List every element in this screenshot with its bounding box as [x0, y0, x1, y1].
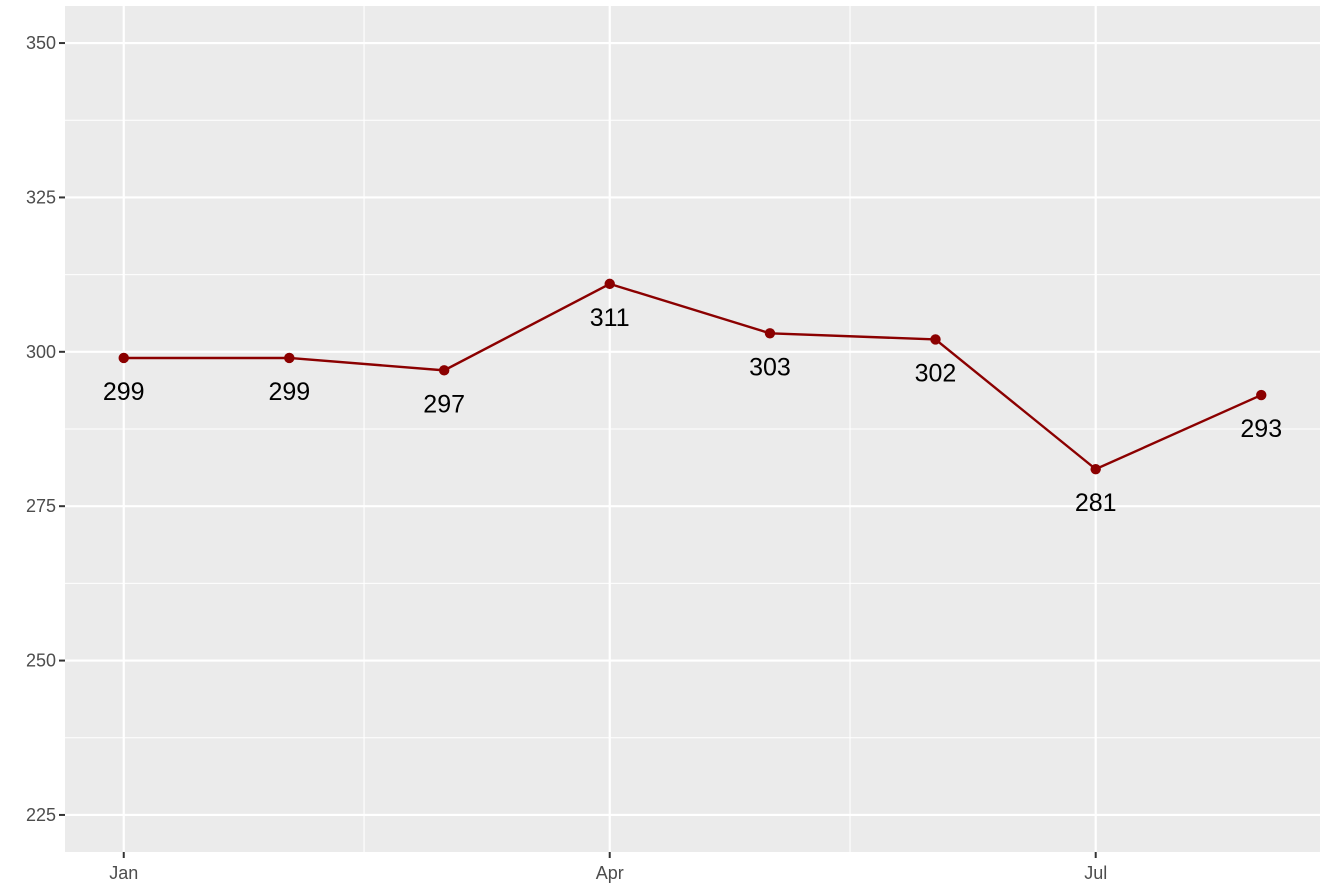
- x-axis-tick-labels: Jan Apr Jul: [109, 863, 1107, 883]
- x-tick-label: Jul: [1084, 863, 1107, 883]
- y-tick-label: 325: [26, 187, 56, 207]
- y-tick-label: 275: [26, 496, 56, 516]
- axis-ticks: [59, 42, 1097, 858]
- data-label: 299: [103, 378, 145, 406]
- data-point: [438, 365, 450, 376]
- major-gridlines: [65, 6, 1320, 852]
- data-label: 299: [268, 378, 310, 406]
- data-labels: 299 299 297 311 303 302 281 293: [103, 304, 1282, 517]
- y-tick-label: 250: [26, 651, 56, 671]
- series-line: [123, 282, 1262, 471]
- data-points: [118, 278, 1267, 475]
- data-label: 302: [915, 359, 957, 387]
- data-point: [118, 352, 129, 364]
- data-label: 297: [423, 390, 465, 418]
- data-label: 303: [749, 353, 791, 381]
- minor-gridlines: [65, 6, 1320, 852]
- data-label: 293: [1240, 415, 1282, 443]
- data-point: [284, 352, 295, 364]
- data-point: [1090, 463, 1101, 475]
- data-label: 281: [1075, 489, 1117, 517]
- x-tick-label: Apr: [596, 863, 624, 883]
- y-tick-label: 300: [26, 342, 56, 362]
- y-tick-label: 350: [26, 33, 56, 53]
- y-axis-tick-labels: 225 250 275 300 325 350: [26, 33, 56, 825]
- x-tick-label: Jan: [109, 863, 138, 883]
- data-label: 311: [590, 304, 630, 332]
- y-tick-label: 225: [26, 805, 56, 825]
- data-point: [930, 334, 941, 345]
- data-point: [764, 328, 776, 339]
- data-point: [604, 278, 615, 290]
- data-point: [1256, 389, 1267, 401]
